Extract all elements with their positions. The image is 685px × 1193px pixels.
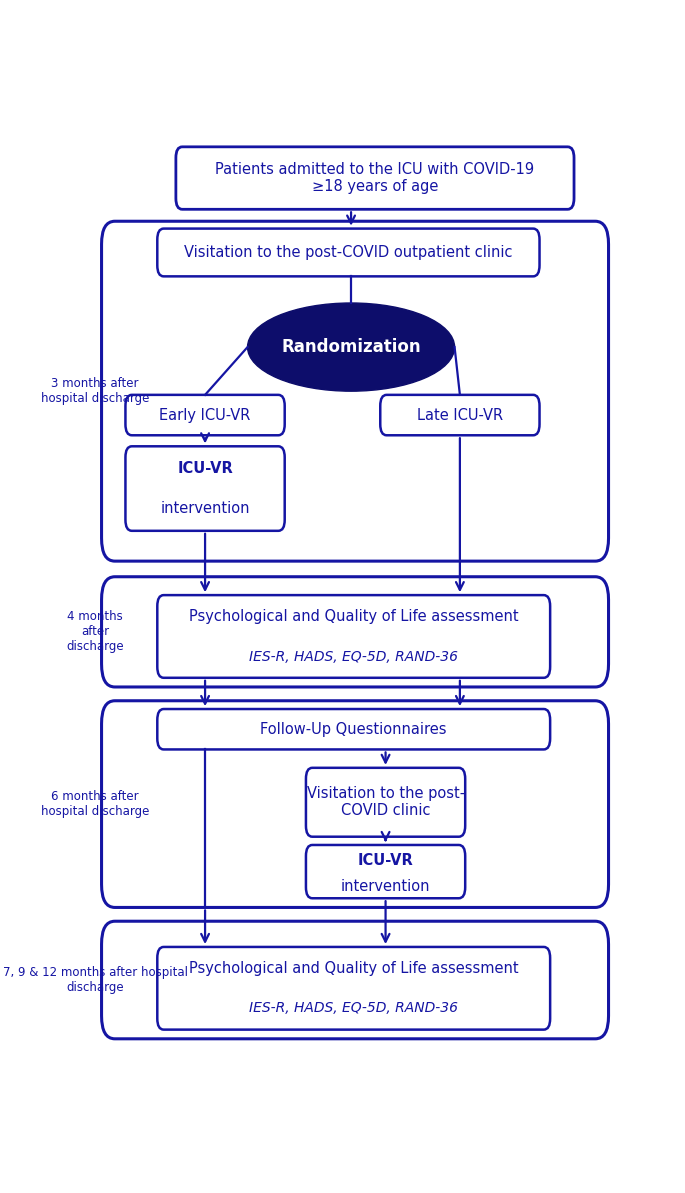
Text: Psychological and Quality of Life assessment: Psychological and Quality of Life assess… (189, 608, 519, 624)
Text: IES-R, HADS, EQ-5D, RAND-36: IES-R, HADS, EQ-5D, RAND-36 (249, 1001, 458, 1015)
Text: Psychological and Quality of Life assessment: Psychological and Quality of Life assess… (189, 960, 519, 976)
Text: 7, 9 & 12 months after hospital
discharge: 7, 9 & 12 months after hospital discharg… (3, 966, 188, 994)
FancyBboxPatch shape (158, 709, 550, 749)
FancyBboxPatch shape (306, 845, 465, 898)
Text: Visitation to the post-COVID outpatient clinic: Visitation to the post-COVID outpatient … (184, 245, 512, 260)
FancyBboxPatch shape (306, 768, 465, 836)
Text: Early ICU-VR: Early ICU-VR (160, 408, 251, 422)
Text: intervention: intervention (341, 879, 430, 894)
FancyBboxPatch shape (101, 700, 608, 908)
FancyBboxPatch shape (158, 947, 550, 1030)
FancyBboxPatch shape (101, 576, 608, 687)
Text: 6 months after
hospital discharge: 6 months after hospital discharge (41, 790, 149, 818)
Ellipse shape (247, 303, 455, 391)
Text: ICU-VR: ICU-VR (177, 460, 233, 476)
FancyBboxPatch shape (125, 395, 285, 435)
Text: Visitation to the post-
COVID clinic: Visitation to the post- COVID clinic (306, 786, 464, 818)
FancyBboxPatch shape (101, 221, 608, 561)
Text: Late ICU-VR: Late ICU-VR (417, 408, 503, 422)
Text: intervention: intervention (160, 501, 250, 517)
Text: IES-R, HADS, EQ-5D, RAND-36: IES-R, HADS, EQ-5D, RAND-36 (249, 650, 458, 663)
Text: Randomization: Randomization (282, 338, 421, 356)
FancyBboxPatch shape (125, 446, 285, 531)
FancyBboxPatch shape (158, 229, 540, 277)
FancyBboxPatch shape (101, 921, 608, 1039)
Text: Follow-Up Questionnaires: Follow-Up Questionnaires (260, 722, 447, 737)
FancyBboxPatch shape (158, 595, 550, 678)
Text: Patients admitted to the ICU with COVID-19
≥18 years of age: Patients admitted to the ICU with COVID-… (215, 162, 534, 194)
FancyBboxPatch shape (380, 395, 540, 435)
Text: 4 months
after
discharge: 4 months after discharge (66, 611, 124, 654)
FancyBboxPatch shape (176, 147, 574, 209)
Text: 3 months after
hospital discharge: 3 months after hospital discharge (41, 377, 149, 406)
Text: ICU-VR: ICU-VR (358, 853, 414, 869)
